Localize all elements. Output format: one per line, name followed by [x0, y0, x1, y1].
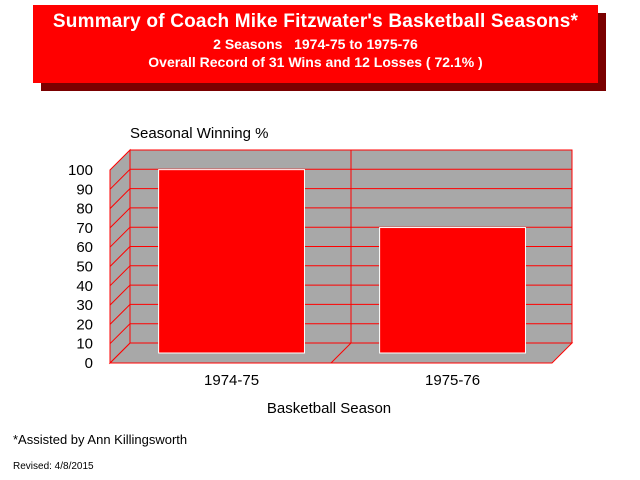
bar-1974-75 [158, 169, 305, 354]
y-tick-label: 30 [76, 297, 93, 314]
y-tick-label: 70 [76, 220, 93, 237]
category-divider-floor [330, 342, 352, 364]
grid-line-side [109, 226, 131, 248]
x-axis-label: Basketball Season [267, 400, 391, 417]
x-tick-label: 1974-75 [204, 372, 259, 389]
y-tick-label: 80 [76, 201, 93, 218]
y-tick-label: 10 [76, 336, 93, 353]
y-tick-label: 90 [76, 181, 93, 198]
grid-line-side [109, 265, 131, 287]
grid-line-side [109, 188, 131, 209]
grid-line-side [109, 284, 131, 306]
bars-group [158, 169, 526, 354]
y-axis-ticks: 0 10 20 30 40 50 60 70 80 90 100 [68, 162, 93, 372]
banner-subtitle: 2 Seasons 1974-75 to 1975-76 [213, 36, 418, 52]
grid-line-side [109, 304, 131, 325]
title-banner: Summary of Coach Mike Fitzwater's Basket… [33, 5, 598, 83]
chart-title: Seasonal Winning % [130, 125, 268, 142]
grid-line-side [109, 323, 131, 345]
bar-1975-76 [379, 227, 526, 354]
y-tick-label: 60 [76, 239, 93, 256]
y-tick-label: 0 [85, 355, 93, 372]
footnote: *Assisted by Ann Killingsworth [13, 432, 188, 447]
y-tick-label: 50 [76, 259, 93, 276]
y-tick-label: 20 [76, 316, 93, 333]
banner-title: Summary of Coach Mike Fitzwater's Basket… [52, 11, 579, 32]
grid-line-side [109, 168, 131, 190]
revised-date: Revised: 4/8/2015 [13, 461, 94, 472]
grid-line-side [109, 207, 131, 229]
y-tick-label: 100 [68, 162, 93, 179]
grid-line-side [109, 246, 131, 267]
y-tick-label: 40 [76, 278, 93, 295]
banner-record: Overall Record of 31 Wins and 12 Losses … [148, 54, 483, 70]
x-tick-label: 1975-76 [425, 372, 480, 389]
x-axis-ticks: 1974-75 1975-76 [204, 372, 480, 389]
